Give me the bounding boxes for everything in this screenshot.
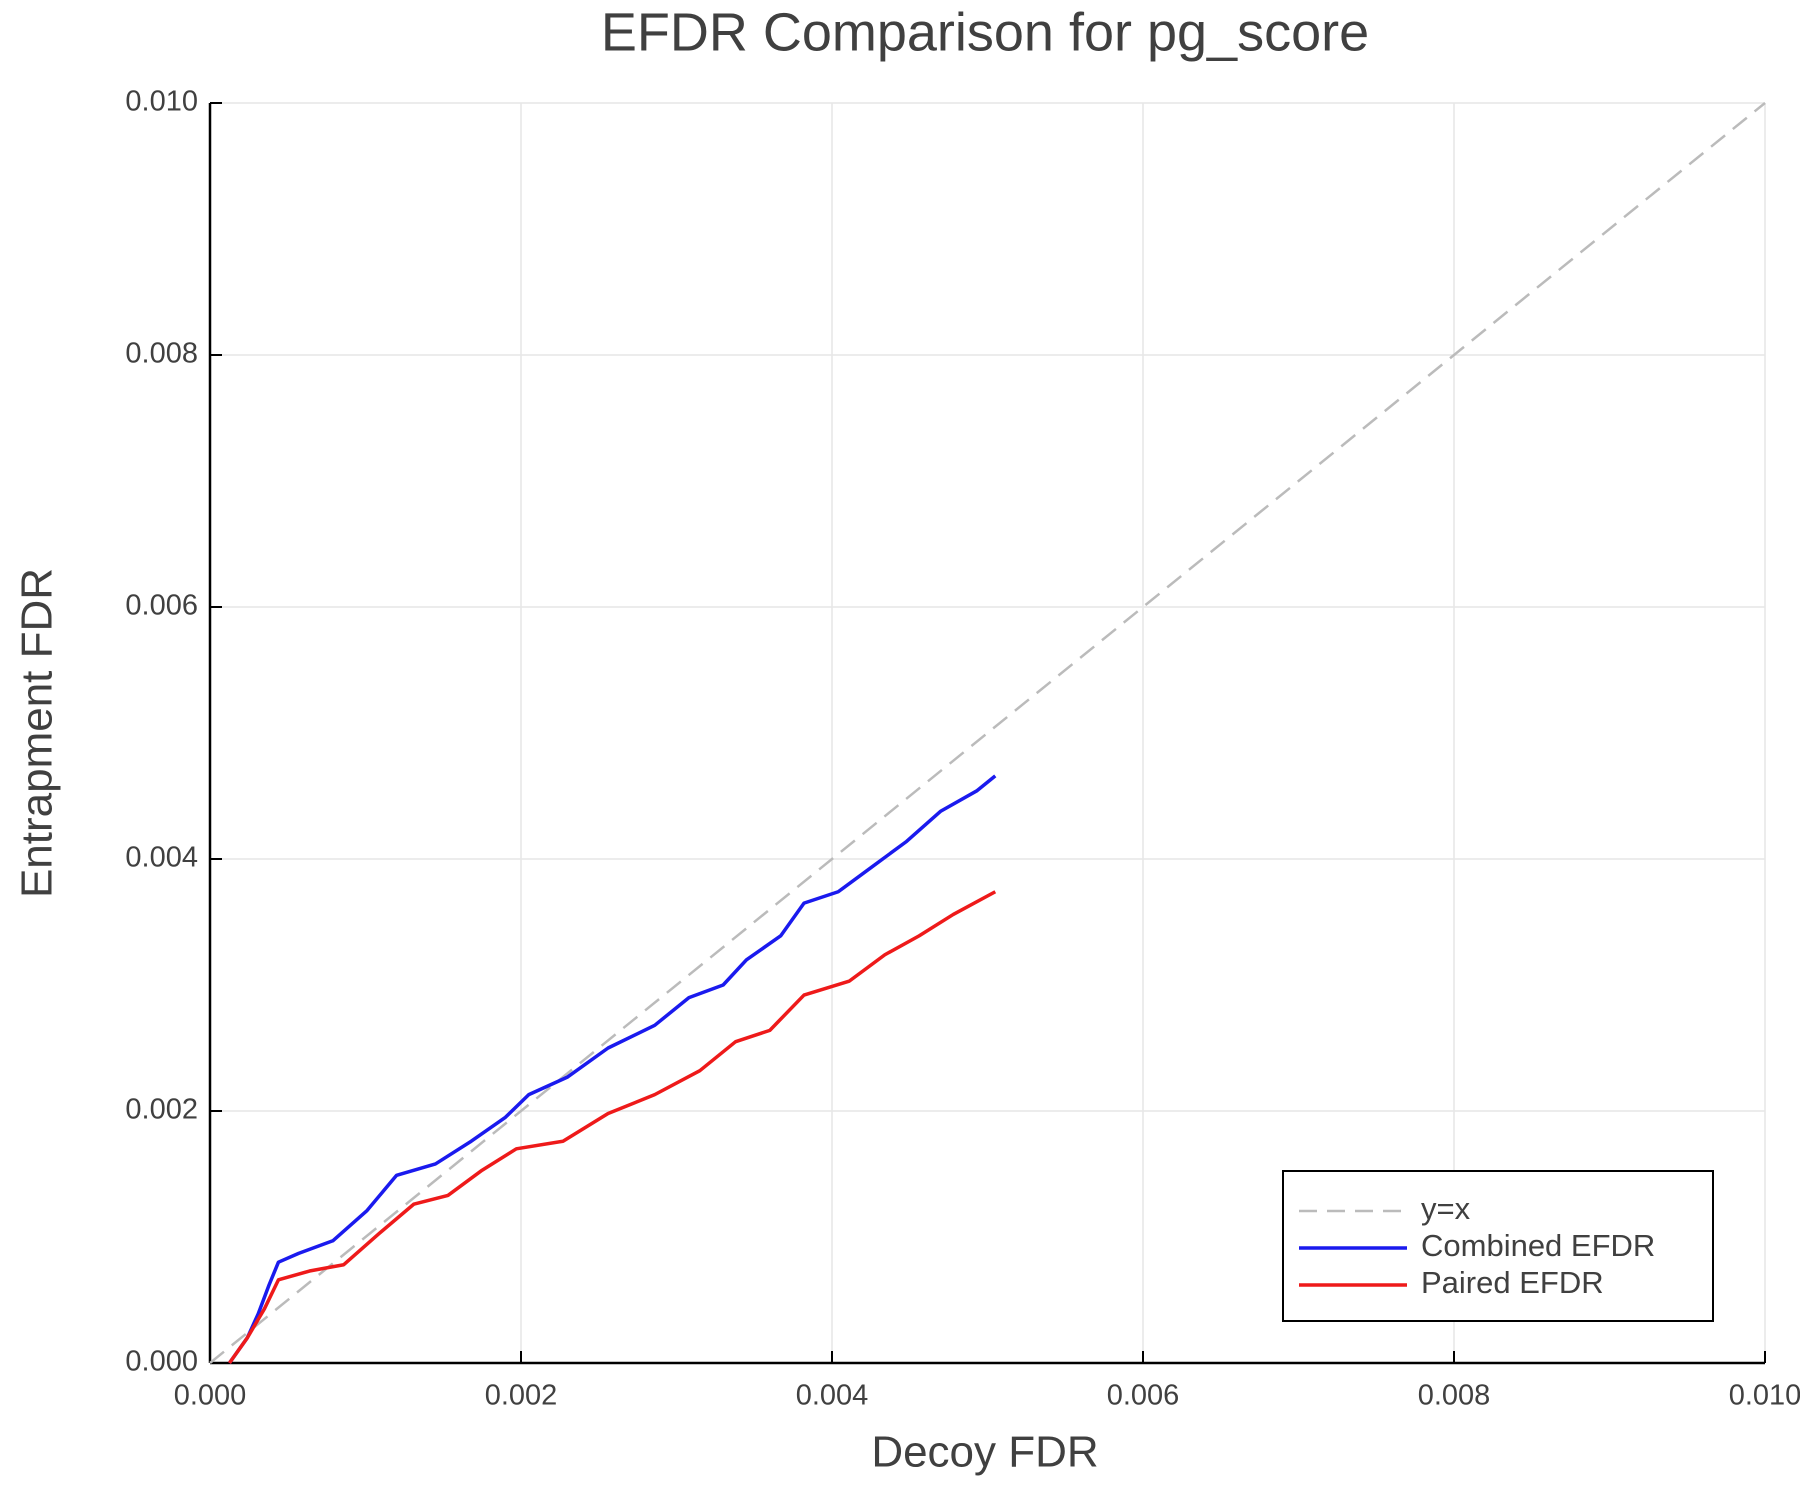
- y-tick-label: 0.008: [125, 338, 198, 370]
- x-tick-label: 0.008: [1418, 1380, 1491, 1412]
- y-tick-label: 0.006: [125, 590, 198, 622]
- y-tick-label: 0.000: [125, 1346, 198, 1378]
- x-tick-label: 0.002: [485, 1380, 558, 1412]
- chart-title: EFDR Comparison for pg_score: [601, 2, 1369, 62]
- y-tick-label: 0.010: [125, 86, 198, 118]
- x-tick-label: 0.000: [174, 1380, 247, 1412]
- x-tick-label: 0.006: [1107, 1380, 1180, 1412]
- y-tick-label: 0.004: [125, 842, 198, 874]
- series-line: [209, 102, 1766, 1364]
- legend-box: [1282, 1170, 1714, 1322]
- x-tick-label: 0.004: [796, 1380, 869, 1412]
- x-axis-label: Decoy FDR: [871, 1428, 1098, 1477]
- y-tick-label: 0.002: [125, 1094, 198, 1126]
- legend-label: Combined EFDR: [1421, 1228, 1655, 1263]
- legend-label: Paired EFDR: [1421, 1265, 1604, 1300]
- x-tick-label: 0.010: [1729, 1380, 1800, 1412]
- series-line: [228, 890, 997, 1365]
- legend-label: y=x: [1421, 1191, 1471, 1226]
- series-line: [228, 774, 997, 1365]
- y-axis-label: Entrapment FDR: [13, 568, 62, 898]
